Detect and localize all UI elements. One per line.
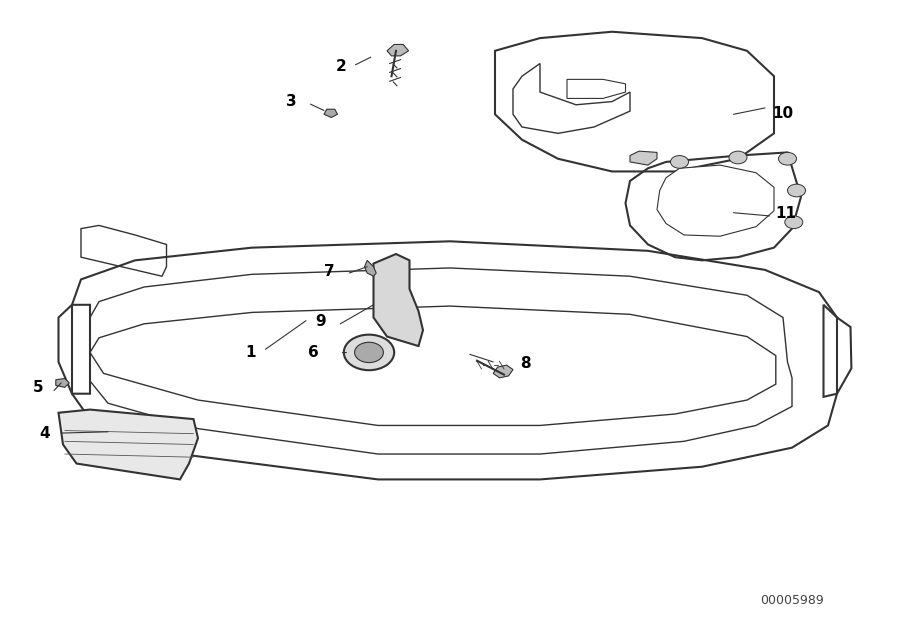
Text: 4: 4	[39, 425, 50, 441]
Polygon shape	[58, 410, 198, 479]
Circle shape	[729, 151, 747, 164]
Circle shape	[344, 335, 394, 370]
Circle shape	[785, 216, 803, 229]
Text: 1: 1	[245, 345, 256, 360]
Text: 5: 5	[32, 380, 43, 395]
Text: 9: 9	[315, 314, 326, 330]
Polygon shape	[387, 44, 409, 56]
Circle shape	[670, 156, 688, 168]
Text: 11: 11	[776, 206, 796, 222]
Polygon shape	[513, 64, 630, 133]
Text: 8: 8	[520, 356, 531, 371]
Circle shape	[788, 184, 806, 197]
Text: 7: 7	[324, 264, 335, 279]
Text: 2: 2	[336, 58, 346, 74]
Text: 6: 6	[308, 345, 319, 360]
Polygon shape	[630, 151, 657, 165]
Polygon shape	[374, 254, 423, 346]
Polygon shape	[364, 260, 376, 276]
Polygon shape	[493, 365, 513, 378]
Circle shape	[355, 342, 383, 363]
Circle shape	[778, 152, 796, 165]
Polygon shape	[324, 109, 338, 117]
Text: 3: 3	[286, 94, 297, 109]
Polygon shape	[56, 378, 69, 387]
Text: 00005989: 00005989	[760, 594, 824, 606]
Polygon shape	[657, 165, 774, 236]
Text: 10: 10	[772, 105, 793, 121]
